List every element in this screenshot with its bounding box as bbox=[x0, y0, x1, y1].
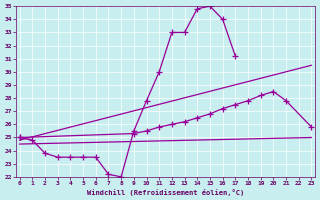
X-axis label: Windchill (Refroidissement éolien,°C): Windchill (Refroidissement éolien,°C) bbox=[87, 189, 244, 196]
